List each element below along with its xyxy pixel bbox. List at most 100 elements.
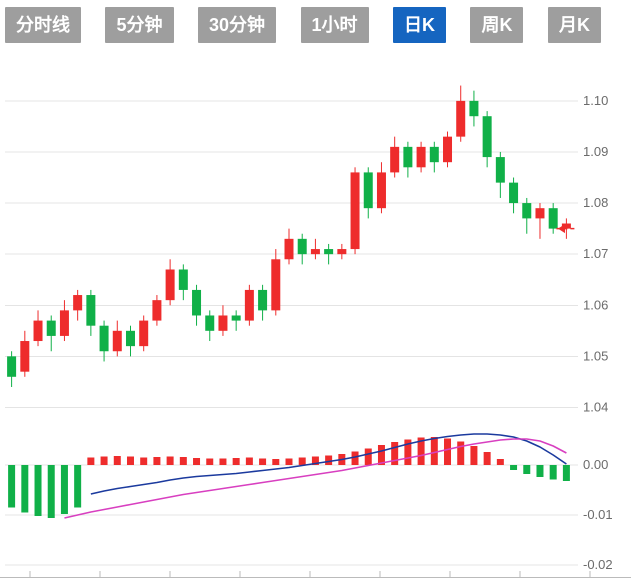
macd-histogram-bar (206, 458, 214, 465)
macd-histogram-bar (60, 465, 68, 514)
macd-histogram-bar (444, 438, 452, 465)
candle-body (469, 100, 479, 117)
candle-body (548, 208, 558, 229)
candle-body (350, 172, 360, 250)
price-axis-label: 1.07 (583, 246, 608, 261)
tab-30min[interactable]: 30分钟 (197, 7, 277, 43)
last-price-marker-arrow (558, 224, 565, 234)
price-axis-label: 1.06 (583, 297, 608, 312)
candle-body (337, 249, 347, 255)
candle-body (7, 356, 17, 377)
tab-time-line[interactable]: 分时线 (5, 7, 81, 43)
candle-body (429, 146, 439, 163)
macd-histogram-bar (34, 465, 42, 516)
candle-body (535, 208, 545, 219)
macd-histogram-bar (364, 448, 372, 465)
macd-histogram-bar (562, 465, 570, 481)
macd-histogram-bar (219, 458, 227, 465)
macd-histogram-bar (430, 437, 438, 465)
candle-body (231, 315, 241, 321)
macd-histogram-bar (483, 452, 491, 465)
macd-axis-label: -0.02 (583, 557, 613, 572)
macd-histogram-bar (496, 459, 504, 465)
macd-histogram-bar (87, 457, 95, 465)
candle-body (482, 116, 492, 158)
candle-body (403, 146, 413, 168)
candle-body (152, 300, 162, 321)
tab-5min[interactable]: 5分钟 (105, 7, 174, 43)
macd-histogram-bar (510, 465, 518, 470)
candle-body (86, 295, 96, 326)
candle-body (297, 238, 307, 255)
candle-body (178, 269, 188, 290)
macd-histogram-bar (298, 457, 306, 465)
candle-body (99, 325, 109, 352)
dea-line (64, 438, 567, 519)
price-axis-label: 1.08 (583, 195, 608, 210)
macd-histogram-bar (391, 442, 399, 465)
macd-histogram-bar (259, 458, 267, 465)
candle-body (165, 269, 175, 301)
candle-body (73, 295, 83, 311)
candle-body (509, 182, 519, 204)
macd-histogram-bar (457, 441, 465, 465)
candle-body (244, 289, 254, 321)
candle-body (363, 172, 373, 209)
candle-body (456, 100, 466, 137)
dif-line (90, 433, 567, 495)
candle-body (125, 330, 135, 347)
macd-histogram-bar (100, 456, 108, 465)
candle-body (416, 146, 426, 168)
candle-body (112, 330, 122, 352)
tab-week-k[interactable]: 周K (470, 7, 524, 43)
macd-histogram-bar (21, 465, 29, 513)
candle-body (46, 320, 56, 336)
macd-histogram-bar (8, 465, 16, 508)
price-axis-label: 1.04 (583, 399, 608, 414)
macd-histogram-bar (417, 437, 425, 465)
price-axis-label: 1.09 (583, 144, 608, 159)
candle-body (271, 259, 281, 311)
macd-histogram-bar (193, 458, 201, 465)
macd-histogram-bar (47, 465, 55, 518)
price-axis-label: 1.05 (583, 348, 608, 363)
tab-month-k[interactable]: 月K (547, 7, 601, 43)
macd-histogram-bar (549, 465, 557, 480)
candle-body (218, 315, 228, 331)
candle-body (324, 249, 334, 255)
macd-histogram-bar (232, 458, 240, 465)
candle-body (443, 136, 453, 163)
candle-body (284, 238, 294, 260)
macd-histogram-bar (311, 456, 319, 465)
candle-body (522, 203, 532, 219)
macd-histogram-bar (325, 455, 333, 465)
macd-histogram-bar (470, 446, 478, 465)
macd-histogram-bar (140, 457, 148, 465)
macd-histogram-bar (404, 439, 412, 465)
macd-histogram-bar (245, 457, 253, 465)
candlestick-chart[interactable]: 1.10 1.09 1.08 1.07 1.06 1.05 1.04 0.00 -0.01 -0.… (0, 48, 631, 582)
macd-histogram-bar (113, 456, 121, 465)
macd-histogram-bar (523, 465, 531, 474)
macd-axis-label: -0.01 (583, 507, 613, 522)
macd-histogram-bar (126, 456, 134, 465)
macd-histogram-bar (377, 445, 385, 465)
candle-body (258, 289, 268, 311)
macd-histogram-bar (153, 457, 161, 465)
macd-histogram-bar (166, 456, 174, 465)
tab-day-k[interactable]: 日K (393, 7, 446, 43)
macd-histogram-bar (179, 457, 187, 465)
tab-1hour[interactable]: 1小时 (300, 7, 369, 43)
candle-body (310, 249, 320, 255)
macd-axis-label: 0.00 (583, 457, 608, 472)
timeframe-toolbar: 分时线 5分钟 30分钟 1小时 日K 周K 月K (0, 0, 631, 48)
macd-histogram-bar (351, 451, 359, 465)
price-axis-label: 1.10 (583, 93, 608, 108)
candle-body (495, 157, 505, 183)
macd-histogram-bar (74, 465, 82, 508)
candle-body (390, 146, 400, 173)
candle-body (59, 310, 69, 336)
candle-body (192, 289, 202, 316)
macd-histogram-bar (536, 465, 544, 477)
